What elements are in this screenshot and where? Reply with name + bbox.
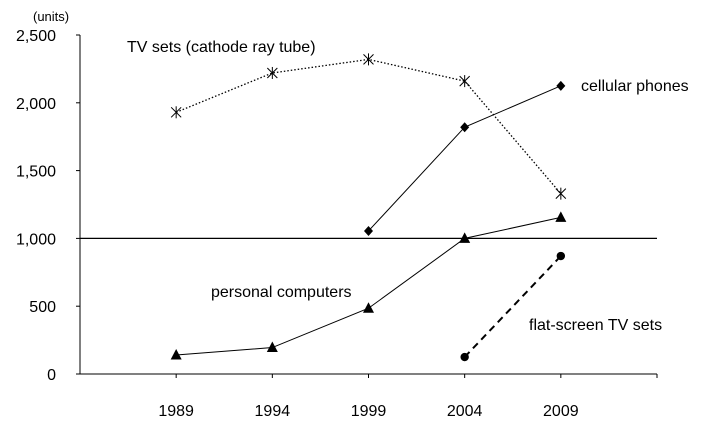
series-line [463,255,562,358]
data-point-circle [460,352,469,362]
series-label: TV sets (cathode ray tube) [127,39,316,56]
y-tick-label: 0 [47,367,56,384]
data-point-asterisk [363,53,374,66]
data-point-asterisk [459,75,471,88]
series-label: personal computers [211,284,352,301]
y-tick-label: 2,000 [16,96,56,113]
series-flat-screen-tv-sets [460,251,566,362]
data-point-triangle [363,302,374,313]
data-point-triangle [170,349,182,360]
series-label: cellular phones [581,78,689,95]
x-tick-label: 2004 [447,403,483,420]
data-point-triangle [555,211,567,222]
x-tick-label: 1994 [255,403,291,420]
data-point-diamond [364,225,373,236]
data-point-triangle [459,232,471,243]
series-personal-computers [170,211,567,360]
y-axis-unit-label: (units) [33,9,69,24]
x-tick-label: 2009 [543,403,579,420]
data-point-circle [556,251,566,261]
series-label: flat-screen TV sets [529,317,662,334]
series-tv-sets-cathode-ray-tube [170,53,567,200]
series-line [175,58,562,195]
data-point-diamond [460,122,470,133]
data-point-triangle [266,341,278,353]
data-point-diamond [556,80,566,91]
data-point-asterisk [170,106,182,119]
y-tick-label: 500 [29,299,56,316]
data-point-asterisk [555,187,567,200]
series-line [368,85,562,232]
data-point-asterisk [266,66,278,79]
x-tick-label: 1989 [158,403,194,420]
y-tick-label: 1,500 [16,164,56,181]
y-tick-label: 2,500 [16,28,56,45]
series-cellular-phones [364,80,566,236]
y-tick-label: 1,000 [16,231,56,248]
x-tick-label: 1999 [351,403,387,420]
